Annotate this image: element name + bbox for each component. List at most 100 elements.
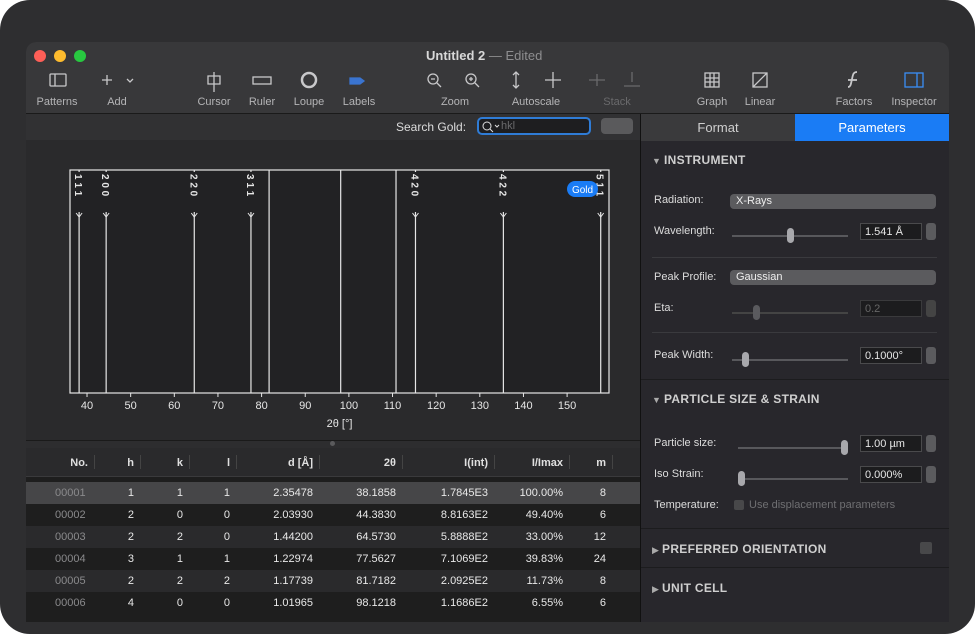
stepper[interactable]: [926, 466, 936, 483]
toolbar-label[interactable]: Inspector: [879, 96, 949, 108]
section-title[interactable]: INSTRUMENT: [664, 153, 746, 167]
table-cell: 8.8163E2: [408, 509, 488, 521]
checkbox[interactable]: [920, 542, 932, 554]
eta-field[interactable]: 0.2: [860, 300, 922, 317]
table-cell: 24: [526, 553, 606, 565]
x-tick-label: 140: [514, 400, 532, 412]
plot-area: [70, 170, 609, 393]
data-table: No.hkld [Å]2θI(int)I/Imaxm000011112.3547…: [26, 448, 640, 622]
checkbox[interactable]: [734, 500, 744, 510]
field-label: Temperature:: [654, 499, 719, 511]
separator: [652, 332, 937, 333]
field-label: Iso Strain:: [654, 468, 704, 480]
radiation-popup[interactable]: X-Rays: [730, 194, 936, 209]
search-icon: [482, 120, 500, 133]
table-cell: 6: [526, 509, 606, 521]
peak-label: 3 1 1: [244, 174, 255, 197]
field-label: Wavelength:: [654, 225, 715, 237]
search-label: Search Gold:: [396, 120, 466, 134]
table-cell: 8: [526, 487, 606, 499]
table-cell: 1.1686E2: [408, 597, 488, 609]
table-cell: 2.03930: [233, 509, 313, 521]
table-cell: 1.44200: [233, 531, 313, 543]
table-cell: 1.01965: [233, 597, 313, 609]
slider-track: [738, 478, 848, 480]
stepper[interactable]: [926, 223, 936, 240]
toolbar-label[interactable]: Zoom: [420, 96, 490, 108]
x-axis-label: 2θ [°]: [327, 418, 353, 430]
tab-format[interactable]: Format: [641, 114, 795, 141]
table-cell: 1.7845E3: [408, 487, 488, 499]
separator: [652, 257, 937, 258]
column-header[interactable]: d [Å]: [233, 457, 313, 469]
field-label: Peak Width:: [654, 349, 713, 361]
x-tick-label: 90: [299, 400, 311, 412]
chart: 4050607080901001101201301401502θ [°]1 1 …: [26, 140, 640, 440]
checkbox-label: Use displacement parameters: [749, 499, 895, 511]
table-cell: 81.7182: [316, 575, 396, 587]
x-tick-label: 100: [340, 400, 358, 412]
peak-label: 4 2 2: [496, 174, 507, 197]
table-cell: 1: [150, 487, 230, 499]
slider-track: [732, 359, 848, 361]
table-cell: 2: [150, 575, 230, 587]
column-separator: [612, 455, 613, 469]
toolbar-label[interactable]: Add: [82, 96, 152, 108]
field-label: Particle size:: [654, 437, 716, 449]
table-cell: 2.35478: [233, 487, 313, 499]
slider-track: [738, 447, 848, 449]
separator: [641, 528, 949, 529]
toolbar-label[interactable]: Stack: [582, 96, 652, 108]
peak-label: 2 0 0: [99, 174, 110, 197]
profile-popup[interactable]: Gaussian: [730, 270, 936, 285]
x-tick-label: 150: [558, 400, 576, 412]
peak-label: 1 1 1: [72, 174, 83, 197]
section-title[interactable]: PREFERRED ORIENTATION: [662, 542, 827, 556]
stepper[interactable]: [926, 347, 936, 364]
eta-slider[interactable]: [753, 305, 760, 320]
column-header[interactable]: I(int): [408, 457, 488, 469]
wavelength-field[interactable]: 1.541 Å: [860, 223, 922, 240]
toolbar-label[interactable]: Linear: [725, 96, 795, 108]
table-cell: 77.5627: [316, 553, 396, 565]
table-cell: 6: [526, 597, 606, 609]
badge-label: Gold: [572, 185, 593, 196]
x-tick-label: 50: [125, 400, 137, 412]
column-separator: [402, 455, 403, 469]
x-tick-label: 80: [255, 400, 267, 412]
size-field[interactable]: 1.00 µm: [860, 435, 922, 452]
toolbar-label[interactable]: Labels: [324, 96, 394, 108]
strain-field[interactable]: 0.000%: [860, 466, 922, 483]
strain-slider[interactable]: [738, 471, 745, 486]
section-title[interactable]: PARTICLE SIZE & STRAIN: [664, 392, 820, 406]
x-tick-label: 60: [168, 400, 180, 412]
size-slider[interactable]: [841, 440, 848, 455]
stepper[interactable]: [926, 300, 936, 317]
x-tick-label: 110: [384, 400, 402, 412]
list-button[interactable]: [601, 118, 633, 134]
table-cell: 12: [526, 531, 606, 543]
toolbar-label[interactable]: Autoscale: [501, 96, 571, 108]
column-header[interactable]: 2θ: [316, 457, 396, 469]
column-header[interactable]: l: [150, 457, 230, 469]
table-cell: 44.3830: [316, 509, 396, 521]
table-cell: 1.17739: [233, 575, 313, 587]
table-cell: 8: [526, 575, 606, 587]
wavelength-slider[interactable]: [787, 228, 794, 243]
peak-width-field[interactable]: 0.1000°: [860, 347, 922, 364]
table-cell: 38.1858: [316, 487, 396, 499]
width-slider[interactable]: [742, 352, 749, 367]
section-title[interactable]: UNIT CELL: [662, 581, 727, 595]
table-cell: 0: [150, 509, 230, 521]
slider-track: [732, 312, 848, 314]
table-cell: 5.8888E2: [408, 531, 488, 543]
stepper[interactable]: [926, 435, 936, 452]
search-field[interactable]: hkl: [477, 117, 591, 135]
field-label: Peak Profile:: [654, 271, 716, 283]
x-tick-label: 120: [427, 400, 445, 412]
separator: [641, 379, 949, 380]
column-header[interactable]: m: [526, 457, 606, 469]
search-placeholder: hkl: [501, 120, 515, 132]
tab-parameters[interactable]: Parameters: [795, 114, 949, 141]
table-cell: 2.0925E2: [408, 575, 488, 587]
